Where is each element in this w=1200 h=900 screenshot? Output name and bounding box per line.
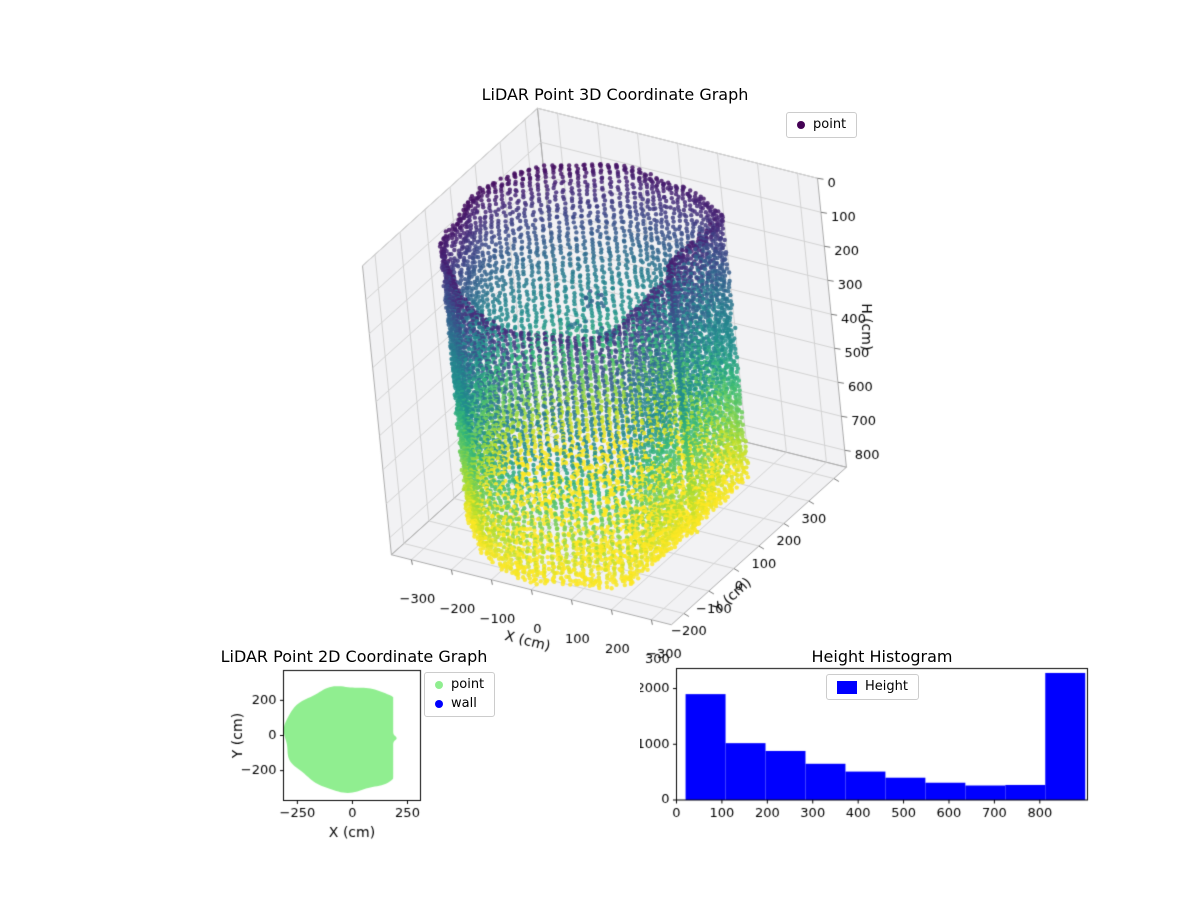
legend-label-height: Height [865,679,908,694]
plot2d-title: LiDAR Point 2D Coordinate Graph [220,647,488,666]
legend-label-wall: wall [451,696,477,711]
wall-marker-icon [435,700,443,708]
legend-entry-point: point [797,118,846,132]
height-marker-icon [837,680,857,694]
point-marker-icon [435,681,443,689]
legend-label-point: point [451,677,485,692]
plot3d-canvas [330,70,890,680]
point-marker-icon [797,121,805,129]
plot2d-legend: point wall [424,672,496,717]
histogram-title: Height Histogram [811,647,953,666]
legend-label-point: point [813,117,847,132]
legend-entry-height: Height [837,680,908,694]
legend-entry-point: point [435,678,484,692]
legend-entry-wall: wall [435,697,484,711]
histogram-legend: Height [826,674,919,700]
plot3d-title: LiDAR Point 3D Coordinate Graph [481,85,749,104]
plot3d-legend: point [786,112,858,138]
